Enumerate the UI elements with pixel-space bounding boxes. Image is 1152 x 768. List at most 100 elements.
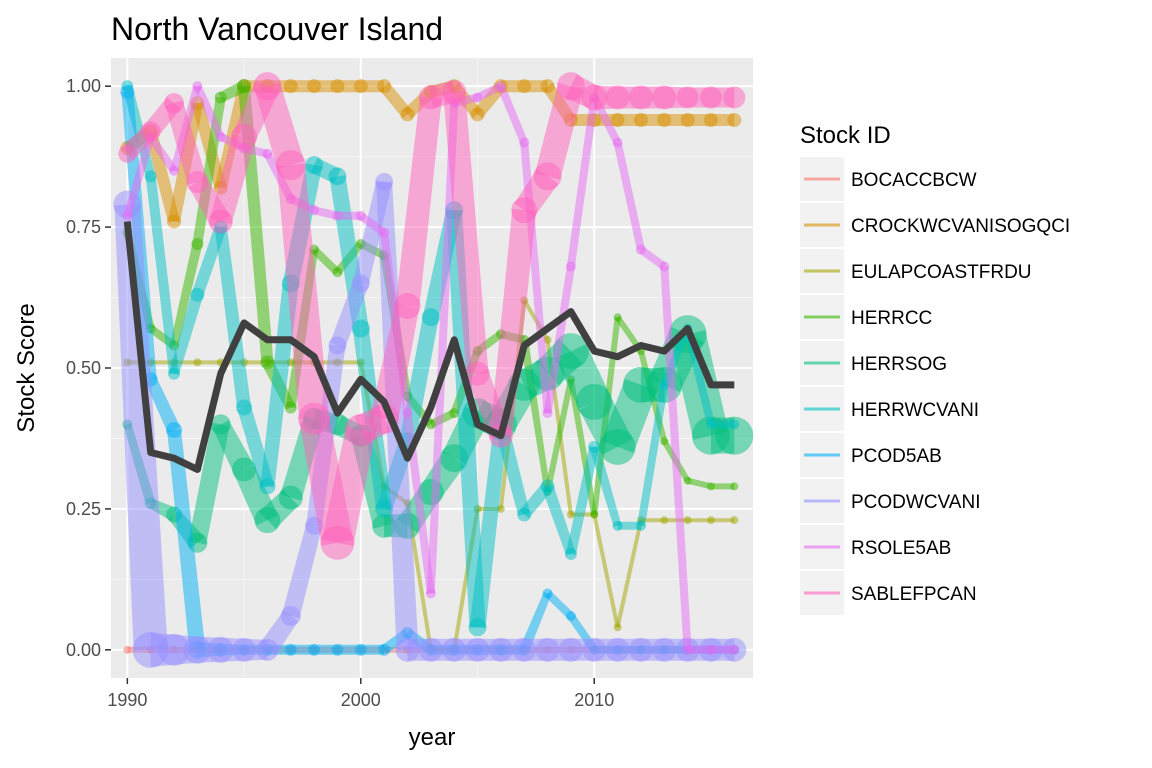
series-segment [711,483,735,490]
data-point [576,383,613,420]
data-point [517,507,532,522]
data-point [730,516,739,525]
data-point [169,165,180,176]
data-point [208,209,233,234]
data-point [676,86,699,109]
data-point [132,631,169,668]
data-point [164,93,185,114]
data-point [605,637,630,662]
series-segment [615,315,644,353]
data-point [730,482,739,491]
data-point [612,137,623,148]
data-point [610,113,625,127]
series-segment [544,378,574,493]
series-segment [535,82,584,180]
series-segment [475,82,503,102]
y-tick-label: 0.75 [66,217,101,237]
legend-label: BOCACCBCW [851,170,977,191]
series-segment [254,82,305,170]
series-segment [592,514,620,628]
data-point [328,336,347,355]
data-point [488,637,513,662]
data-point [283,79,298,94]
data-point [706,482,715,491]
data-point [496,504,505,513]
data-point [331,643,344,656]
series-segment [170,242,203,347]
data-point [330,79,345,94]
x-tick-label: 1990 [107,690,147,710]
data-point [425,419,436,430]
data-point [210,414,231,435]
series-segment [167,429,206,651]
series-segment [188,422,230,545]
data-point [533,162,562,191]
data-point [564,548,577,560]
series-segment [313,206,339,220]
data-point [418,637,443,662]
series-segment [370,303,420,422]
legend-title: Stock ID [800,122,891,149]
data-point [565,611,576,621]
legend-label: HERRCC [851,308,932,329]
data-point [418,85,443,110]
data-point [660,516,669,525]
data-point [378,643,391,656]
legend: Stock ID BOCACCBCW CROCKWCVANISOGQCI EULAP… [800,122,1070,615]
data-point [543,335,552,344]
series-layer [113,72,754,668]
data-point [377,79,392,94]
data-point [355,210,366,221]
data-point [256,638,279,661]
series-segment [640,518,665,523]
data-point [613,623,622,632]
data-point [351,274,370,293]
legend-item-bocaccbcw: BOCACCBCW [800,157,977,201]
data-point [729,419,740,430]
data-point [599,428,636,465]
data-point [705,419,716,430]
data-point [280,606,301,626]
legend-label: PCOD5AB [851,446,942,467]
y-tick-label: 1.00 [66,76,101,96]
data-point [449,408,460,419]
y-tick-label: 0.00 [66,640,101,660]
data-point [190,287,205,302]
series-segment [290,644,315,655]
data-point [519,137,530,148]
data-point [657,113,672,127]
series-segment [395,96,442,308]
x-axis-title: year [409,724,456,751]
data-point [729,644,740,655]
data-point [375,173,394,191]
series-segment [613,141,645,251]
data-point [232,637,257,662]
x-tick-label: 2010 [574,690,614,710]
series-segment [711,420,735,429]
data-point [167,214,182,229]
data-point [628,637,653,662]
data-point [542,408,553,419]
data-point [214,91,227,104]
data-point [566,510,575,519]
data-point [442,637,467,662]
data-point [605,85,630,110]
legend-item-herrwcvani: HERRWCVANI [800,387,979,431]
series-sablefpcan [118,72,746,560]
data-point [354,643,367,656]
series-segment [337,211,361,220]
chart-title: North Vancouver Island [111,11,443,47]
legend-item-pcod5ab: PCOD5AB [800,433,942,477]
series-segment [519,591,552,652]
data-point [320,525,355,560]
legend-item-rsole5ab: RSOLE5AB [800,525,951,569]
data-point [278,485,303,510]
data-point [158,633,191,666]
data-point [540,79,555,94]
series-segment [687,518,711,523]
series-segment [711,518,735,523]
data-point [468,618,487,637]
data-point [465,361,490,386]
series-segment [210,133,256,225]
data-point [372,513,397,538]
